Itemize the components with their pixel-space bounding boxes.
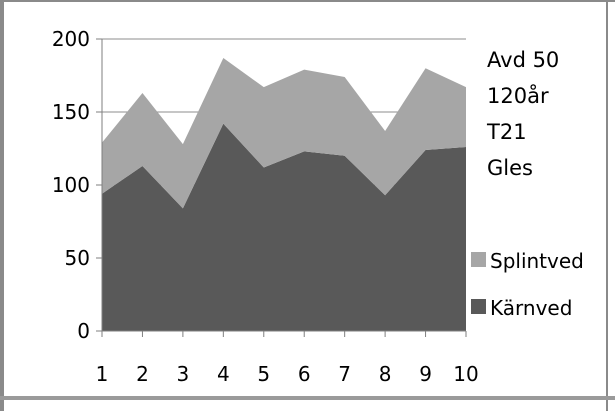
- y-tick-label-2: 100: [52, 173, 90, 197]
- x-tick-label-4: 5: [257, 362, 270, 386]
- x-tick-label-6: 7: [338, 362, 351, 386]
- series-area-0: [102, 123, 466, 332]
- area-chart: 0 50 100 150 200 1 2 3 4 5 6 7 8 9 10 Splintved Kärnved: [52, 27, 584, 386]
- annotation-line-1: Avd 50: [487, 48, 560, 72]
- frame-bottom-edge: [0, 396, 615, 400]
- x-tick-label-8: 9: [419, 362, 432, 386]
- annotation-line-2: 120år: [487, 84, 549, 108]
- x-tick-label-1: 2: [136, 362, 149, 386]
- annotation-line-4: Gles: [487, 156, 533, 180]
- chart-annotations: Avd 50 120år T21 Gles: [487, 42, 559, 186]
- series-area-1: [102, 57, 466, 209]
- legend-swatch-0: [471, 252, 486, 267]
- y-tick-label-0: 0: [77, 319, 90, 343]
- x-tick-label-5: 6: [298, 362, 311, 386]
- legend-label-1: Kärnved: [490, 296, 572, 320]
- y-tick-label-1: 50: [65, 246, 90, 270]
- annotation-line-3: T21: [487, 120, 527, 144]
- y-tick-label-4: 200: [52, 27, 90, 51]
- x-tick-label-9: 10: [453, 362, 478, 386]
- x-tick-label-3: 4: [217, 362, 230, 386]
- frame-right-edge: [606, 0, 608, 411]
- legend-swatch-1: [471, 299, 486, 314]
- y-tick-label-3: 150: [52, 100, 90, 124]
- x-tick-label-7: 8: [379, 362, 392, 386]
- legend-label-0: Splintved: [490, 249, 584, 273]
- x-tick-label-0: 1: [96, 362, 109, 386]
- x-tick-label-2: 3: [177, 362, 190, 386]
